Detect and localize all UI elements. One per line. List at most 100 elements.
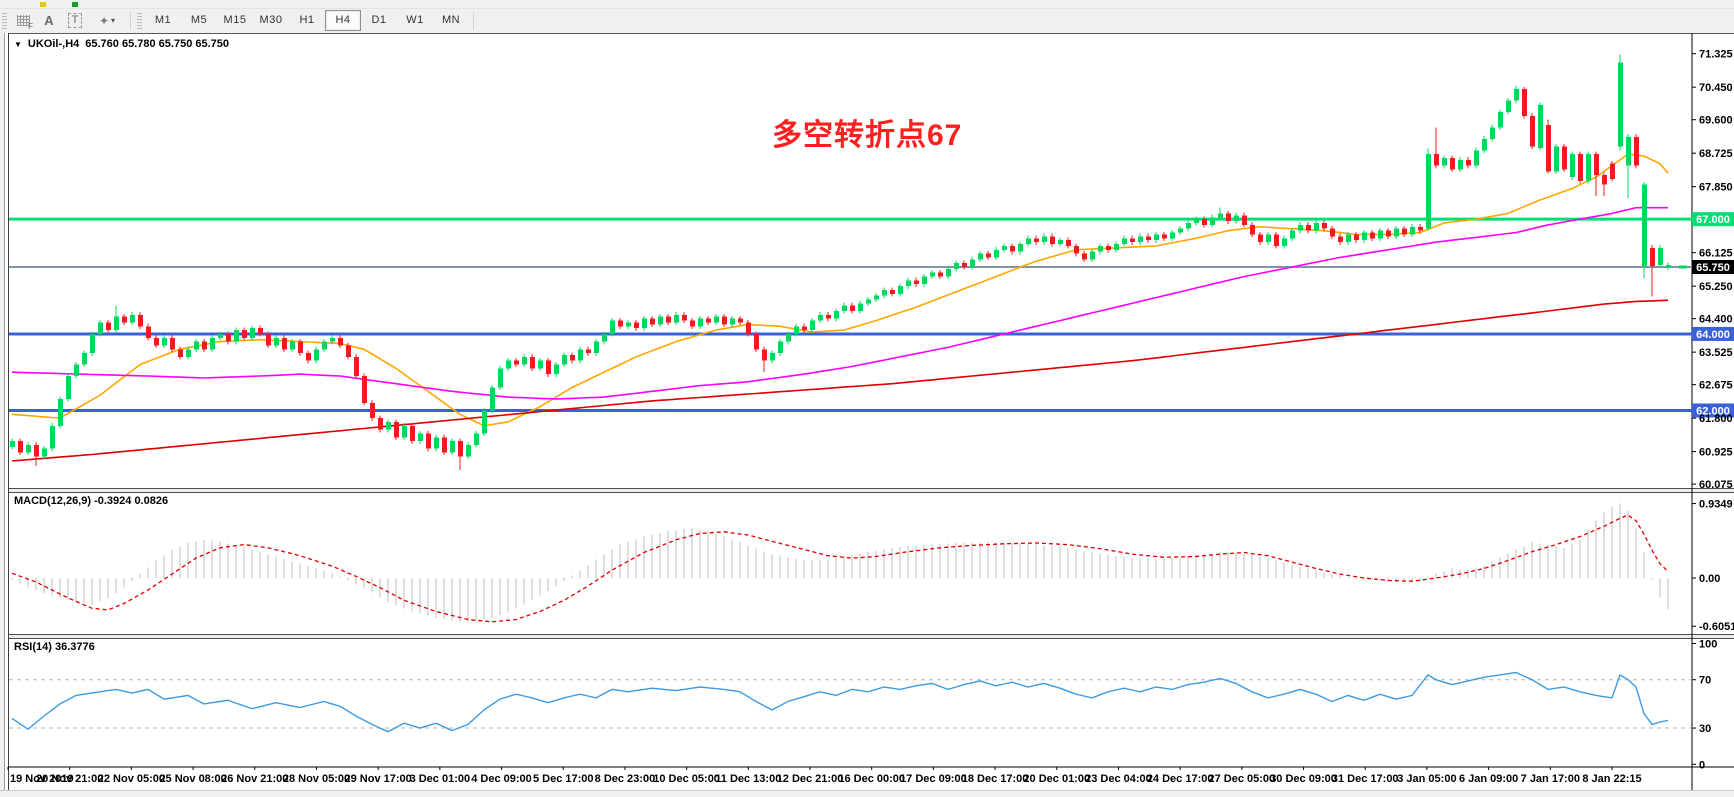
text-label-icon[interactable]: A [44,13,54,28]
timeframe-h4-button[interactable]: H4 [325,10,361,31]
timeframe-m15-button[interactable]: M15 [223,14,247,26]
candle [890,289,895,294]
candle [1258,234,1263,243]
toolbar-grip[interactable] [2,12,7,29]
arrange-objects-icon[interactable]: ✦ ▾ [90,11,124,30]
price-tick-label: 66.125 [1699,248,1733,260]
macd-tick-label: -0.6051 [1699,621,1734,633]
rsi-label: RSI(14) 36.3776 [14,641,95,653]
candle [730,318,735,325]
price-scale[interactable] [1692,34,1734,766]
candle [922,276,927,285]
candle [1602,175,1607,185]
top-partial-toolbar [0,0,1734,9]
pane-separator[interactable] [9,634,1734,639]
candle [946,268,951,277]
rsi-tick-label: 70 [1699,675,1711,687]
timeframe-m30-button[interactable]: M30 [259,14,283,26]
toolbar-chip-green [72,2,78,7]
candle [1554,146,1559,172]
candle [74,364,79,377]
candle [1178,228,1183,233]
candle [850,305,855,312]
candle [1370,232,1375,239]
date-tick-label: 5 Dec 17:00 [533,773,594,785]
candle [874,295,879,300]
price-tick-label: 68.725 [1699,148,1733,160]
candle [674,314,679,323]
candle [66,376,71,400]
timeframe-m5-button[interactable]: M5 [190,14,208,26]
date-tick-label: 17 Dec 09:00 [900,773,967,785]
candle [1458,159,1463,170]
candle [738,318,743,323]
candle [250,328,255,338]
candle [1098,245,1103,252]
candle [10,441,15,447]
rsi-tick-label: 30 [1699,723,1711,735]
candle [1658,247,1663,266]
candle [1186,223,1191,229]
candle [1250,224,1255,235]
candle [666,316,671,323]
candle [626,322,631,327]
candle [578,349,583,361]
candle [986,253,991,258]
date-tick-label: 23 Dec 04:00 [1085,773,1152,785]
candle [1618,62,1623,147]
toolbar-separator [473,11,474,30]
candle [98,322,103,334]
rsi-pane-area[interactable] [9,638,1692,766]
candle [1362,232,1367,241]
candle [218,333,223,338]
candle [362,376,367,403]
timeframe-mn-button[interactable]: MN [441,14,461,26]
candle [1162,234,1167,239]
candle [898,286,903,294]
chart-toolbar: F A T ✦ ▾ M1 M5 M15 M30 H1 H4 D1 W1 MN [0,9,1734,32]
candle [1530,115,1535,147]
main-chart-area[interactable] [9,34,1692,487]
candle [330,337,335,342]
timeframe-d1-button[interactable]: D1 [371,14,387,26]
date-tick-label: 18 Dec 17:00 [962,773,1029,785]
candle [1066,240,1071,246]
grid-sub-label: F [28,22,33,31]
timeframe-w1-button[interactable]: W1 [406,14,424,26]
price-level-badge [1692,403,1734,418]
time-scale[interactable] [9,767,1692,790]
price-tick-label: 67.850 [1699,182,1733,194]
candle [530,356,535,369]
candle [1002,245,1007,250]
timeframe-m1-button[interactable]: M1 [154,14,172,26]
toolbar-grip[interactable] [137,12,142,29]
text-box-icon[interactable]: T [64,11,86,30]
macd-pane-area[interactable] [9,492,1692,633]
candle [1570,154,1575,178]
price-level-badge-label: 64.000 [1696,329,1730,341]
timeframe-h1-button[interactable]: H1 [299,14,315,26]
candle [226,333,231,342]
price-tick-label: 60.075 [1699,479,1733,491]
price-tick-label: 70.450 [1699,82,1733,94]
candle [618,320,623,327]
crosshair-grid-icon[interactable]: F [12,11,34,31]
symbol-dropdown-icon[interactable]: ▼ [14,39,22,49]
candle [522,356,527,365]
candle [154,337,159,346]
candle [810,320,815,331]
candle [402,425,407,438]
candle [474,433,479,445]
date-tick-label: 7 Jan 17:00 [1521,773,1580,785]
pane-separator[interactable] [9,488,1734,493]
candle [1610,163,1615,180]
date-tick-label: 11 Dec 13:00 [715,773,781,785]
candle [370,402,375,419]
date-tick-label: 26 Nov 21:00 [221,773,288,785]
candle [1490,127,1495,139]
candle [106,322,111,331]
candle [754,333,759,350]
price-level-badge [1692,212,1734,227]
candle [1378,230,1383,239]
